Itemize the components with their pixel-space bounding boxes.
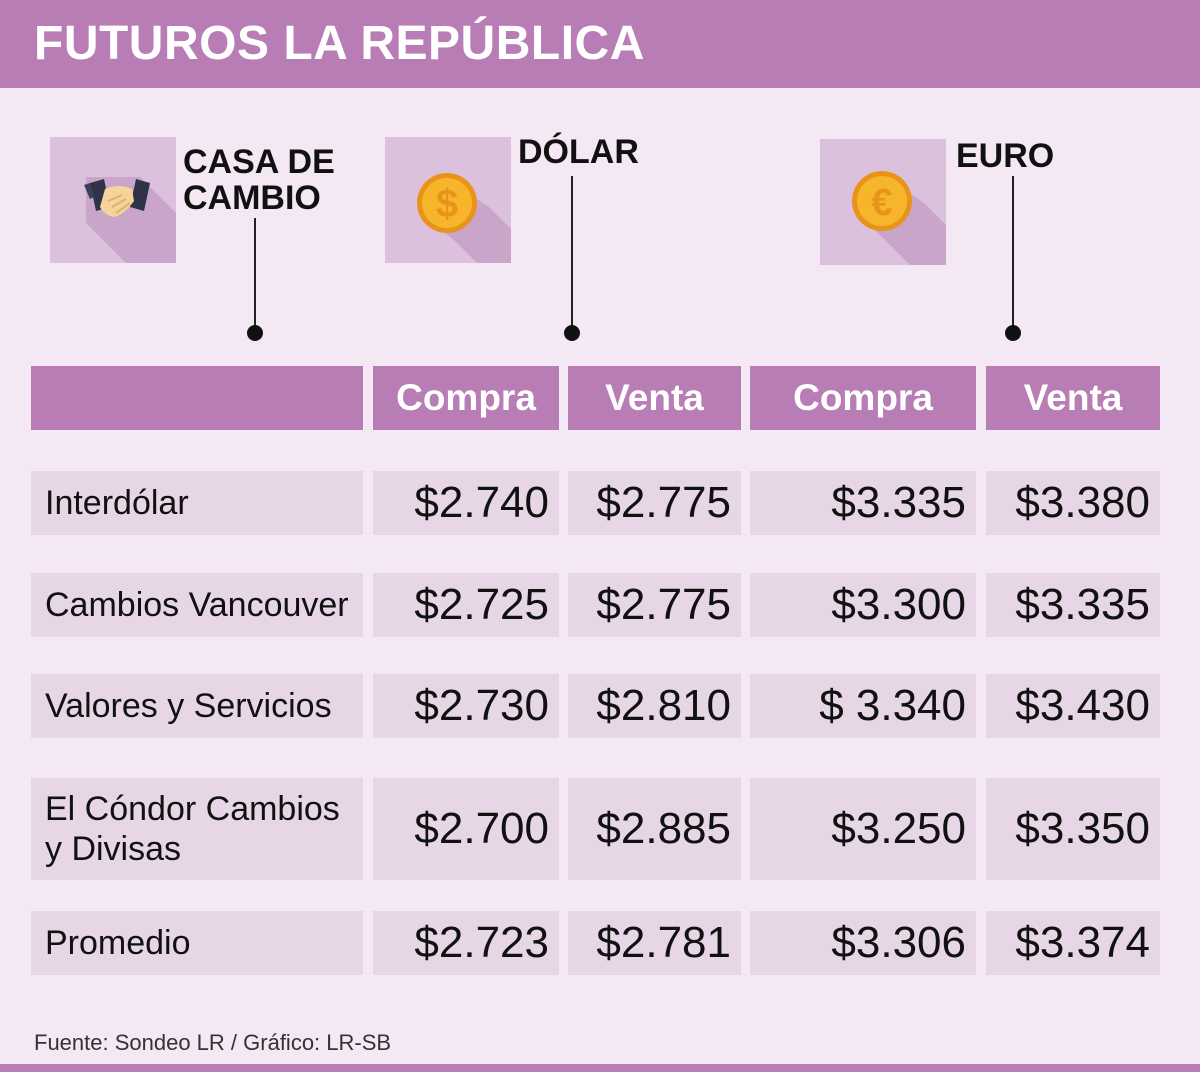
dollar-coin-icon: $: [417, 173, 511, 263]
euro-coin-icon: €: [852, 171, 946, 265]
cell-euro-compra: $3.306: [750, 911, 976, 975]
row-name: Interdólar: [31, 471, 363, 535]
label-casa-de-cambio: CASA DE CAMBIO: [183, 143, 335, 217]
cell-euro-venta: $3.430: [986, 674, 1160, 738]
label-euro: EURO: [956, 137, 1055, 175]
leader-line-euro: [1012, 176, 1014, 326]
header-cell-dolar-venta: Venta: [568, 366, 741, 430]
cell-euro-venta: $3.380: [986, 471, 1160, 535]
cell-euro-compra: $3.300: [750, 573, 976, 637]
handshake-tile: [50, 137, 176, 263]
leader-dot-euro: [1005, 325, 1021, 341]
header-cell-name: [31, 366, 363, 430]
cell-dolar-compra: $2.725: [373, 573, 559, 637]
bottom-bar: [0, 1064, 1200, 1072]
leader-dot-casa: [247, 325, 263, 341]
cell-dolar-compra: $2.723: [373, 911, 559, 975]
cell-euro-venta: $3.335: [986, 573, 1160, 637]
cell-dolar-venta: $2.775: [568, 471, 741, 535]
cell-dolar-venta: $2.775: [568, 573, 741, 637]
leader-dot-dolar: [564, 325, 580, 341]
title-bar: [0, 0, 1200, 88]
page-title: FUTUROS LA REPÚBLICA: [34, 17, 645, 70]
source-note: Fuente: Sondeo LR / Gráfico: LR-SB: [34, 1030, 392, 1055]
leader-line-dolar: [571, 176, 573, 326]
cell-dolar-compra: $2.730: [373, 674, 559, 738]
cell-dolar-venta: $2.885: [568, 778, 741, 880]
cell-euro-compra: $ 3.340: [750, 674, 976, 738]
cell-dolar-compra: $2.700: [373, 778, 559, 880]
row-name: Cambios Vancouver: [31, 573, 363, 637]
row-name: Promedio: [31, 911, 363, 975]
cell-euro-venta: $3.350: [986, 778, 1160, 880]
svg-text:$: $: [436, 182, 458, 226]
cell-euro-compra: $3.250: [750, 778, 976, 880]
header-cell-euro-compra: Compra: [750, 366, 976, 430]
cell-dolar-venta: $2.810: [568, 674, 741, 738]
label-dolar: DÓLAR: [518, 133, 639, 171]
header-cell-dolar-compra: Compra: [373, 366, 559, 430]
cell-euro-venta: $3.374: [986, 911, 1160, 975]
euro-tile: €: [820, 139, 946, 265]
cell-dolar-venta: $2.781: [568, 911, 741, 975]
leader-line-casa: [254, 218, 256, 328]
row-name: El Cóndor Cambios y Divisas: [31, 778, 363, 880]
header-cell-euro-venta: Venta: [986, 366, 1160, 430]
dollar-tile: $: [385, 137, 511, 263]
cell-dolar-compra: $2.740: [373, 471, 559, 535]
handshake-icon: [84, 177, 176, 263]
svg-text:€: €: [871, 182, 892, 224]
row-name: Valores y Servicios: [31, 674, 363, 738]
cell-euro-compra: $3.335: [750, 471, 976, 535]
